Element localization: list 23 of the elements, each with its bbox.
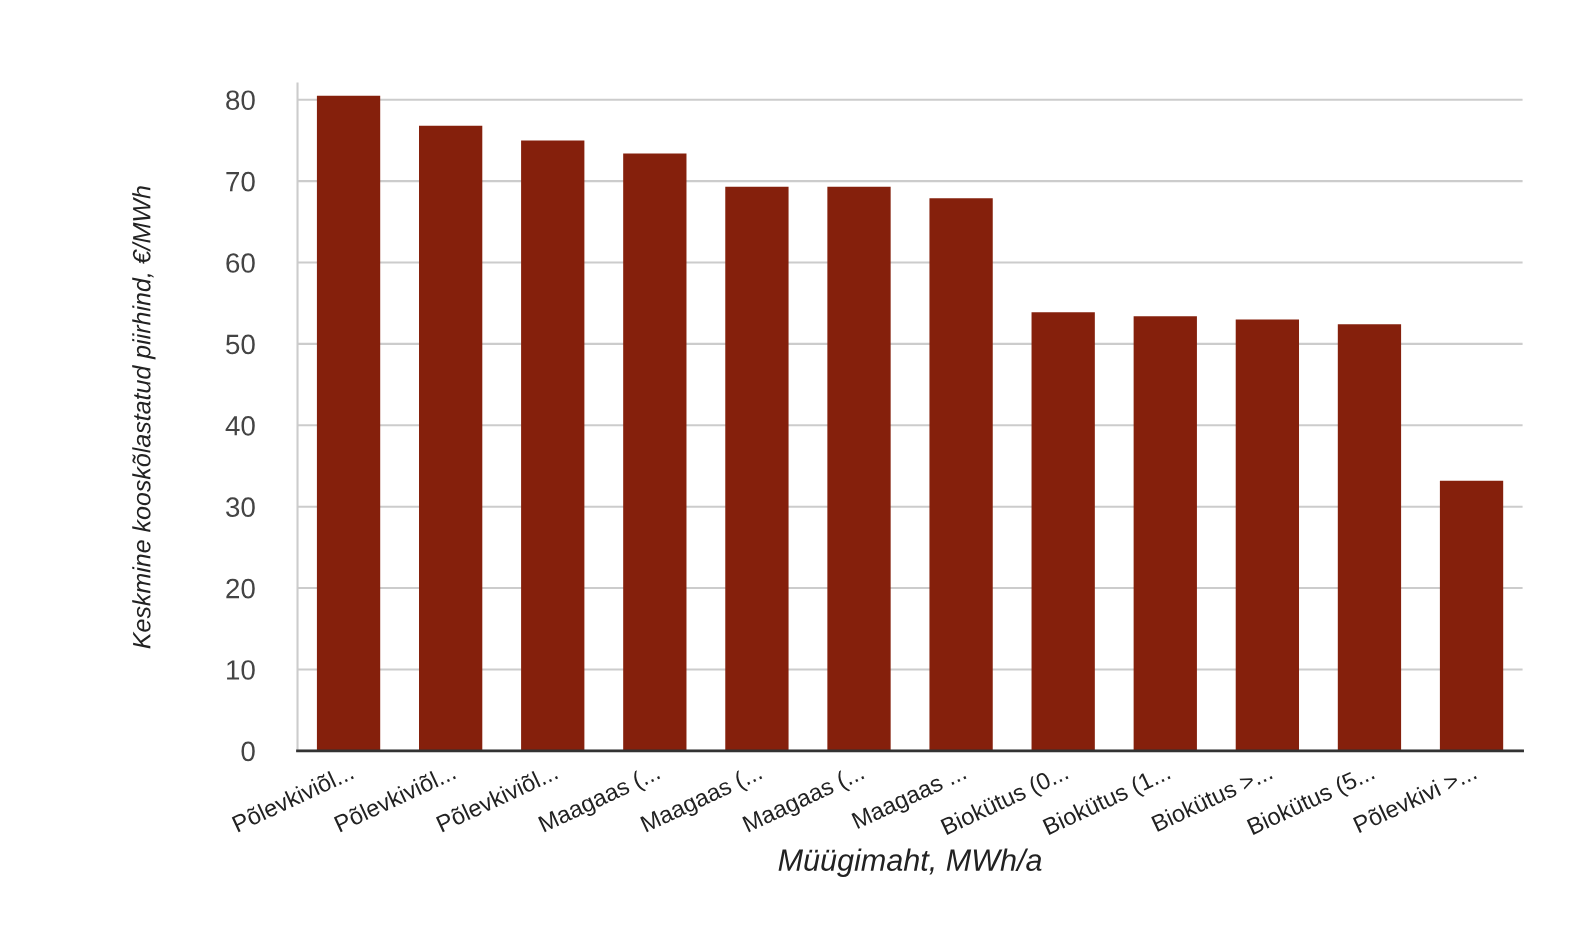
bar <box>929 198 993 751</box>
bar <box>316 95 381 751</box>
y-tick-label: 50 <box>226 334 255 355</box>
bar <box>725 186 789 751</box>
x-axis-title: Müügimaht, MWh/a <box>778 848 1042 877</box>
bar <box>623 153 687 751</box>
y-tick-label: 40 <box>225 415 255 436</box>
y-axis-title: Keskmine kooskõlastatud piirhind, €/MWh <box>132 186 156 649</box>
bar <box>419 125 483 751</box>
bar <box>1439 480 1504 751</box>
y-tick-label: 60 <box>226 253 255 273</box>
bar <box>1031 312 1095 751</box>
y-tick-label: 20 <box>226 578 255 599</box>
bar <box>1337 324 1402 751</box>
y-tick-label: 80 <box>226 90 255 111</box>
y-tick-label: 70 <box>226 171 255 192</box>
bar <box>1133 316 1197 751</box>
bar <box>1235 319 1300 751</box>
bar <box>521 140 585 751</box>
y-tick-label: 30 <box>226 497 255 518</box>
y-tick-label: 0 <box>241 741 255 762</box>
bar <box>827 186 891 751</box>
y-tick-label: 10 <box>227 660 255 680</box>
